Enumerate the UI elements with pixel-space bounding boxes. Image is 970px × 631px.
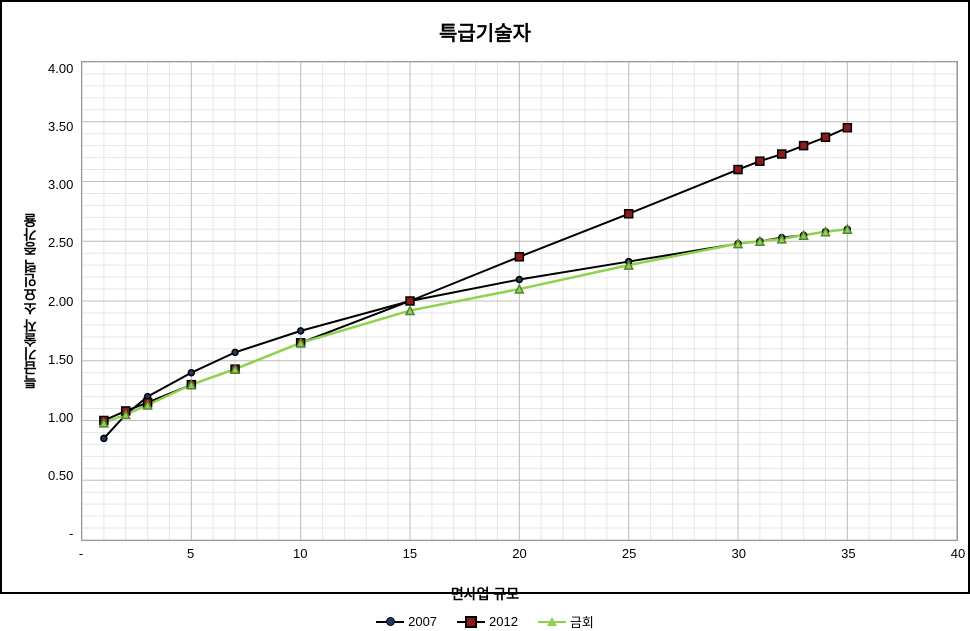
x-tick-label: 40 <box>951 546 965 561</box>
series-marker-2012 <box>800 142 808 150</box>
series-marker-2007 <box>298 328 304 334</box>
x-ticks-row: -510152025303540 <box>12 546 958 564</box>
y-tick-label: 2.00 <box>48 294 73 309</box>
chart-container: 특급기술자 특급기술자 소요인력 증가율 4.00 3.50 3.00 2.50 2.0… <box>0 0 970 594</box>
y-tick-label: 1.00 <box>48 410 73 425</box>
x-axis-ticks: -510152025303540 <box>81 546 958 564</box>
series-marker-금회 <box>406 307 414 315</box>
y-tick-label: 3.00 <box>48 177 73 192</box>
series-marker-2012 <box>756 157 764 165</box>
legend-marker-icon <box>547 617 557 626</box>
legend-line-icon <box>538 621 566 623</box>
series-marker-금회 <box>734 240 742 248</box>
y-axis-label: 특급기술자 소요인력 증가율 <box>12 61 48 541</box>
legend-marker-icon <box>386 617 395 626</box>
x-tick-label: 30 <box>732 546 746 561</box>
series-marker-2007 <box>189 370 195 376</box>
series-marker-금회 <box>822 228 830 236</box>
series-marker-금회 <box>516 285 524 293</box>
legend-label: 2007 <box>408 614 437 629</box>
series-marker-2012 <box>778 150 786 158</box>
plot-wrapper: 특급기술자 소요인력 증가율 4.00 3.50 3.00 2.50 2.00 1.50 1… <box>12 61 958 541</box>
legend: 2007 2012 금회 <box>12 612 958 631</box>
legend-line-icon <box>376 621 404 623</box>
marker-svg <box>82 62 957 540</box>
legend-label: 2012 <box>489 614 518 629</box>
series-marker-2012 <box>822 133 830 141</box>
y-tick-label: - <box>69 526 73 541</box>
x-axis-label: 면사업 규모 <box>12 584 958 604</box>
series-marker-2012 <box>844 124 852 132</box>
series-marker-2007 <box>517 276 523 282</box>
x-tick-label: - <box>79 546 83 561</box>
series-marker-2012 <box>625 210 633 218</box>
x-tick-label: 35 <box>841 546 855 561</box>
y-tick-label: 1.50 <box>48 352 73 367</box>
series-marker-2012 <box>734 166 742 174</box>
y-tick-label: 2.50 <box>48 235 73 250</box>
legend-item-2007: 2007 <box>376 614 437 629</box>
legend-marker-icon <box>465 616 477 628</box>
legend-item-2012: 2012 <box>457 614 518 629</box>
series-marker-금회 <box>800 231 808 239</box>
y-tick-label: 3.50 <box>48 119 73 134</box>
series-marker-금회 <box>844 225 852 233</box>
x-spacer <box>12 546 81 564</box>
x-tick-label: 15 <box>403 546 417 561</box>
x-tick-label: 20 <box>512 546 526 561</box>
series-marker-금회 <box>756 237 764 245</box>
series-marker-2007 <box>232 349 238 355</box>
x-tick-label: 25 <box>622 546 636 561</box>
legend-item-금회: 금회 <box>538 612 594 631</box>
y-tick-label: 4.00 <box>48 61 73 76</box>
y-tick-label: 0.50 <box>48 468 73 483</box>
series-marker-2012 <box>516 253 524 261</box>
x-tick-label: 5 <box>187 546 194 561</box>
legend-line-icon <box>457 621 485 623</box>
legend-label: 금회 <box>570 612 594 631</box>
plot-area <box>81 61 958 541</box>
series-marker-2007 <box>101 435 107 441</box>
chart-title: 특급기술자 <box>12 17 958 46</box>
series-marker-2012 <box>406 297 414 305</box>
y-axis-ticks: 4.00 3.50 3.00 2.50 2.00 1.50 1.00 0.50 - <box>48 61 81 541</box>
x-tick-label: 10 <box>293 546 307 561</box>
